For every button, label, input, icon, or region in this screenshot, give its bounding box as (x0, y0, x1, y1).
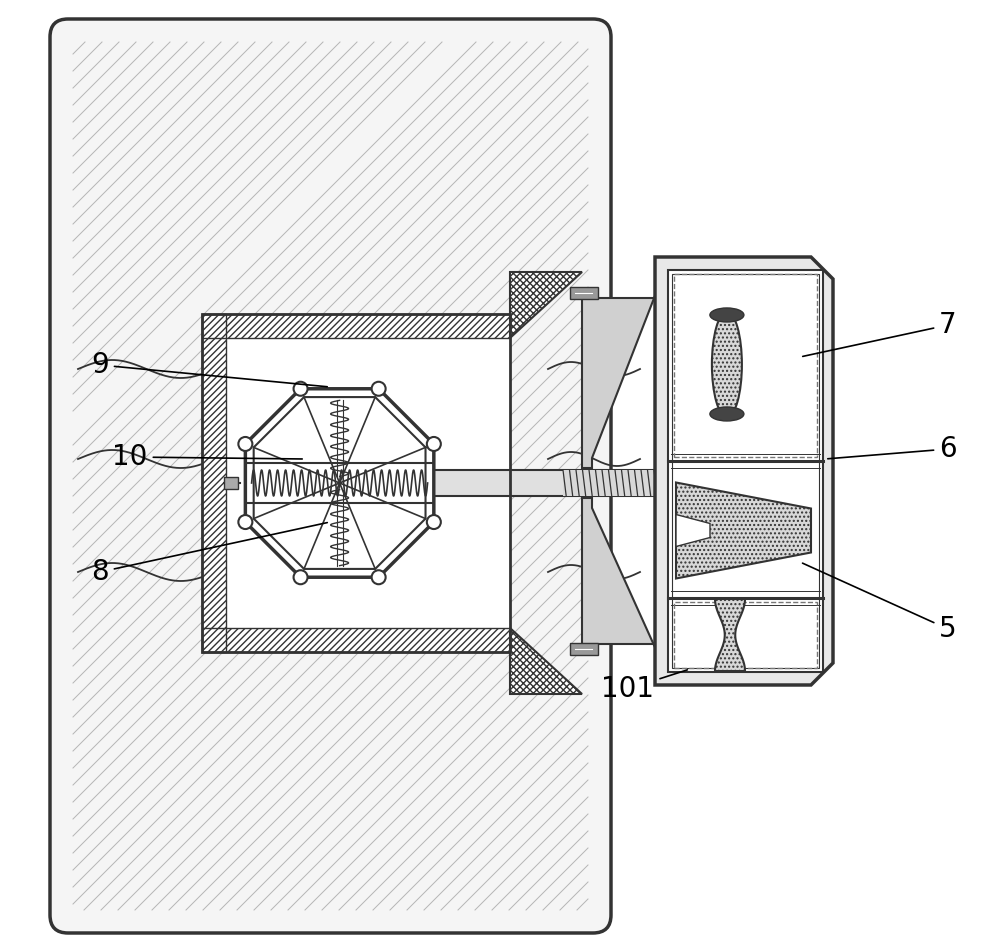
Bar (202, 314, 510, 652)
Bar (674, 601, 817, 668)
Polygon shape (582, 288, 658, 468)
Bar (202, 314, 510, 338)
Bar (224, 477, 238, 489)
Text: 9: 9 (91, 351, 327, 386)
Polygon shape (510, 628, 582, 694)
Circle shape (294, 570, 308, 584)
Text: 10: 10 (112, 443, 302, 471)
FancyBboxPatch shape (50, 19, 611, 933)
Bar (202, 628, 510, 652)
Bar (202, 628, 510, 652)
Polygon shape (510, 272, 582, 338)
Text: 7: 7 (803, 311, 957, 356)
Text: 8: 8 (91, 523, 327, 586)
Bar (202, 314, 510, 338)
Ellipse shape (710, 308, 744, 322)
Polygon shape (715, 599, 745, 671)
Bar (436, 470, 668, 496)
Text: 5: 5 (803, 563, 957, 643)
Bar (674, 274, 817, 457)
Bar (563, 470, 666, 496)
Bar (570, 643, 598, 655)
Polygon shape (676, 482, 811, 579)
Polygon shape (582, 498, 658, 654)
Circle shape (238, 515, 252, 529)
Polygon shape (676, 514, 710, 546)
Circle shape (294, 382, 308, 396)
Circle shape (372, 570, 386, 584)
Circle shape (238, 437, 252, 451)
Bar (202, 314, 226, 652)
Circle shape (427, 437, 441, 451)
Bar (202, 314, 226, 652)
Circle shape (427, 515, 441, 529)
Circle shape (372, 382, 386, 396)
Text: 101: 101 (602, 670, 687, 703)
Ellipse shape (712, 312, 742, 417)
Bar (570, 287, 598, 299)
Text: 6: 6 (828, 435, 957, 463)
Bar (226, 338, 510, 628)
Ellipse shape (710, 407, 744, 421)
Bar (668, 270, 823, 672)
Polygon shape (655, 257, 833, 685)
Bar (672, 274, 819, 668)
